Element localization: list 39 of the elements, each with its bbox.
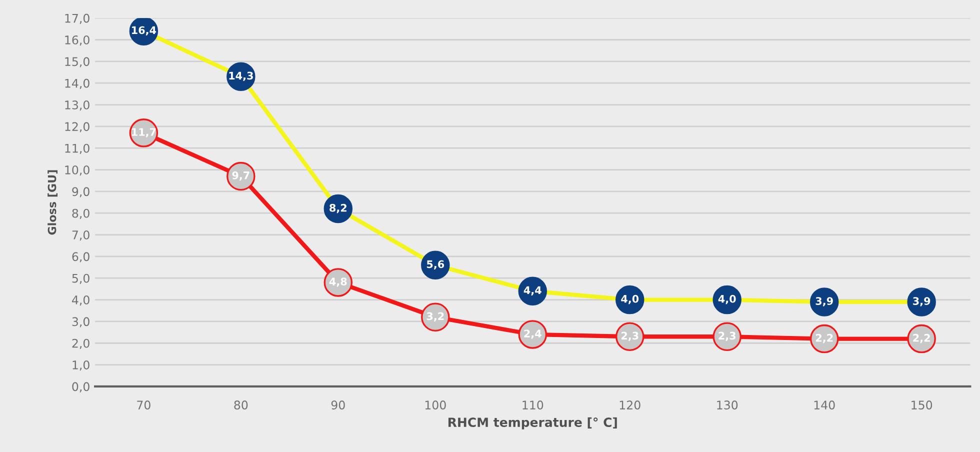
y-tick-label: 0,0 (72, 382, 90, 392)
x-tick-label: 90 (331, 400, 345, 410)
y-tick-label: 15,0 (65, 57, 90, 68)
y-tick-label: 9,0 (72, 187, 90, 198)
data-label: 4,0 (621, 294, 639, 304)
x-tick-label: 110 (522, 400, 544, 410)
y-tick-label: 5,0 (72, 274, 90, 284)
y-tick-label: 14,0 (65, 78, 90, 89)
data-label: 5,6 (426, 260, 444, 270)
data-label: 4,0 (718, 294, 736, 304)
x-tick-label: 150 (912, 400, 932, 410)
data-label: 8,2 (330, 204, 346, 214)
x-tick-label: 70 (137, 400, 150, 410)
y-tick-label: 2,0 (72, 338, 90, 349)
y-tick-label: 1,0 (72, 360, 90, 371)
y-tick-label: 13,0 (65, 100, 90, 111)
data-label: 14,3 (229, 72, 253, 81)
x-axis-title: RHCM temperature [° C] (448, 417, 617, 430)
y-tick-label: 12,0 (65, 122, 90, 132)
y-tick-label: 10,0 (65, 165, 90, 176)
y-tick-label: 6,0 (72, 252, 90, 262)
data-label: 3,9 (816, 297, 833, 306)
data-label: 3,9 (913, 297, 930, 306)
y-tick-label: 16,0 (65, 35, 90, 46)
y-tick-label: 17,0 (65, 14, 90, 24)
x-tick-label: 120 (620, 400, 640, 410)
data-label: 4,4 (524, 286, 542, 296)
y-tick-label: 4,0 (72, 296, 90, 306)
y-axis-title: Gloss [GU] (48, 170, 58, 235)
x-tick-label: 130 (717, 400, 738, 410)
y-tick-label: 8,0 (72, 208, 90, 219)
data-label: 16,4 (132, 26, 156, 36)
y-tick-label: 11,0 (65, 144, 90, 154)
y-tick-label: 7,0 (72, 230, 90, 241)
x-tick-label: 80 (234, 400, 248, 410)
x-tick-label: 100 (425, 400, 446, 410)
y-tick-label: 3,0 (72, 317, 90, 328)
x-tick-label: 140 (814, 400, 835, 410)
data-label: 11,7 (132, 128, 156, 138)
